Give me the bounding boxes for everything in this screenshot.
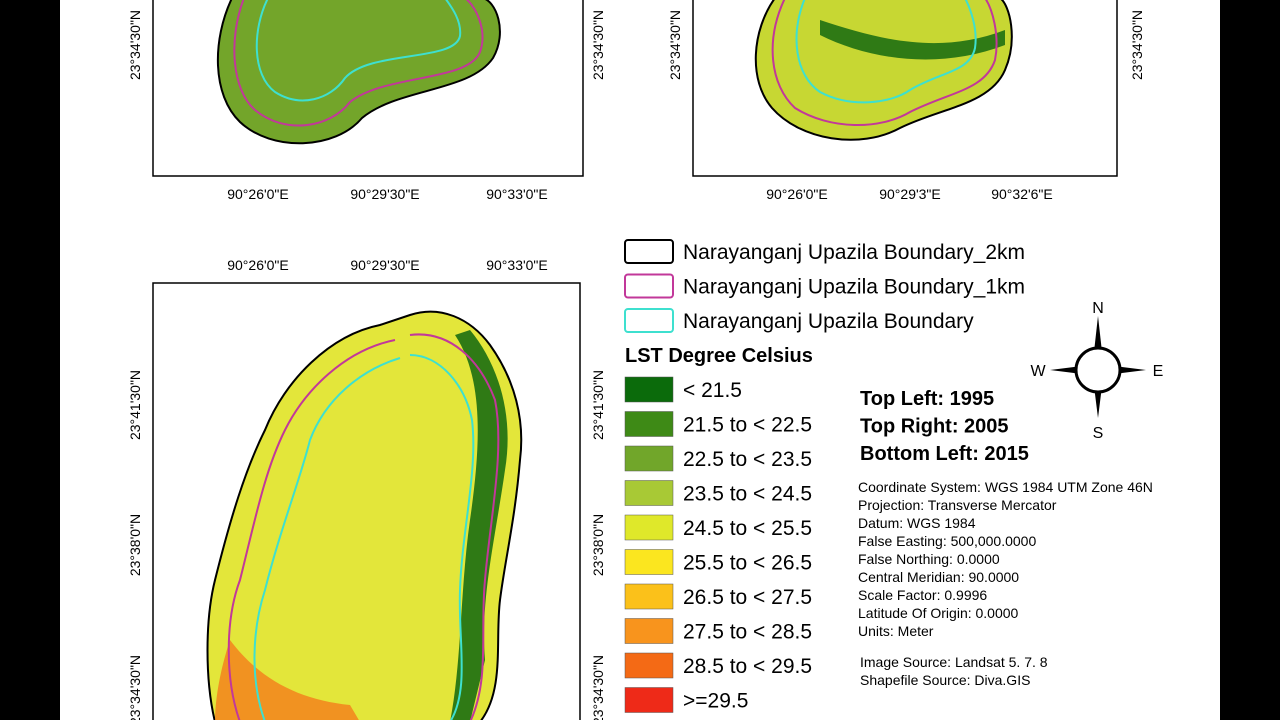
metadata-line: Central Meridian: 90.0000: [858, 569, 1019, 585]
boundary: [255, 0, 462, 102]
legend-swatch: [624, 273, 674, 299]
y-coord-label: 23°38'0"N: [127, 514, 143, 576]
legend-label: Narayanganj Upazila Boundary: [683, 310, 974, 333]
x-coord-label: 90°29'3"E: [879, 186, 941, 202]
compass-n: N: [1092, 300, 1104, 317]
compass-e: E: [1153, 363, 1164, 380]
year-note: Bottom Left: 2015: [860, 443, 1029, 465]
legend-label: Narayanganj Upazila Boundary_2km: [683, 241, 1025, 264]
x-coord-label: 90°26'0"E: [227, 257, 289, 273]
x-coord-label: 90°26'0"E: [227, 186, 289, 202]
compass-w: W: [1030, 363, 1046, 380]
legend-swatch: [624, 549, 674, 575]
legend-swatch: [624, 376, 674, 403]
legend-swatch: [624, 445, 674, 472]
legend-swatch: [624, 239, 674, 264]
map-area: [216, 0, 501, 145]
x-coord-label: 90°29'30"E: [350, 257, 419, 273]
y-coord-label: 23°41'30"N: [590, 370, 606, 440]
source-line: Image Source: Landsat 5. 7. 8: [860, 654, 1048, 670]
metadata-line: Datum: WGS 1984: [858, 515, 976, 531]
x-coord-label: 90°33'0"E: [486, 257, 548, 273]
metadata-line: False Northing: 0.0000: [858, 551, 1000, 567]
legend-swatch: [624, 618, 674, 644]
map-river: [450, 330, 508, 720]
x-coord-label: 90°33'0"E: [486, 186, 548, 202]
legend-swatch: [624, 583, 674, 610]
map-hotspot: [215, 640, 359, 720]
legend-label: 26.5 to < 27.5: [683, 586, 812, 609]
legend-label: >=29.5: [683, 690, 748, 713]
y-coord-label: 23°34'30"N: [127, 10, 143, 80]
metadata-line: Coordinate System: WGS 1984 UTM Zone 46N: [858, 479, 1153, 495]
boundary: [253, 354, 475, 720]
legend-swatch: [624, 411, 674, 437]
boundary-1km: [227, 333, 500, 720]
legend-swatch: [624, 652, 674, 679]
legend-swatch: [624, 480, 674, 506]
legend-label: 22.5 to < 23.5: [683, 448, 812, 471]
source-line: Shapefile Source: Diva.GIS: [860, 672, 1030, 688]
metadata-line: Units: Meter: [858, 623, 934, 639]
year-note: Top Right: 2005: [860, 416, 1009, 438]
boundary-1km: [233, 0, 484, 127]
legend-swatch: [624, 687, 674, 713]
map-area: [206, 310, 523, 720]
x-coord-label: 90°26'0"E: [766, 186, 828, 202]
y-coord-label: 23°34'30"N: [590, 655, 606, 720]
map-river: [820, 20, 1005, 60]
legend-swatch: [624, 514, 674, 541]
north-arrow: [1050, 316, 1146, 418]
legend-label: 27.5 to < 28.5: [683, 621, 812, 644]
legend-swatch: [624, 308, 674, 333]
legend-label: 21.5 to < 22.5: [683, 414, 812, 437]
y-coord-label: 23°34'30"N: [1129, 10, 1145, 80]
y-coord-label: 23°41'30"N: [127, 370, 143, 440]
y-coord-label: 23°34'30"N: [590, 10, 606, 80]
metadata-line: Scale Factor: 0.9996: [858, 587, 987, 603]
legend-label: Narayanganj Upazila Boundary_1km: [683, 276, 1025, 299]
map-area: [754, 0, 1013, 141]
y-coord-label: 23°34'30"N: [127, 655, 143, 720]
legend-title: LST Degree Celsius: [625, 345, 813, 367]
legend-label: 24.5 to < 25.5: [683, 517, 812, 540]
metadata-line: Latitude Of Origin: 0.0000: [858, 605, 1019, 621]
legend-label: 23.5 to < 24.5: [683, 483, 812, 506]
compass-s: S: [1093, 425, 1104, 442]
boundary: [795, 0, 977, 104]
x-coord-label: 90°32'6"E: [991, 186, 1053, 202]
boundary-1km: [771, 0, 998, 126]
x-coord-label: 90°29'30"E: [350, 186, 419, 202]
legend-label: < 21.5: [683, 379, 742, 402]
y-coord-label: 23°38'0"N: [590, 514, 606, 576]
legend-label: 28.5 to < 29.5: [683, 655, 812, 678]
legend-label: 25.5 to < 26.5: [683, 552, 812, 575]
year-note: Top Left: 1995: [860, 388, 994, 410]
y-coord-label: 23°34'30"N: [667, 10, 683, 80]
metadata-line: Projection: Transverse Mercator: [858, 497, 1057, 513]
metadata-line: False Easting: 500,000.0000: [858, 533, 1036, 549]
